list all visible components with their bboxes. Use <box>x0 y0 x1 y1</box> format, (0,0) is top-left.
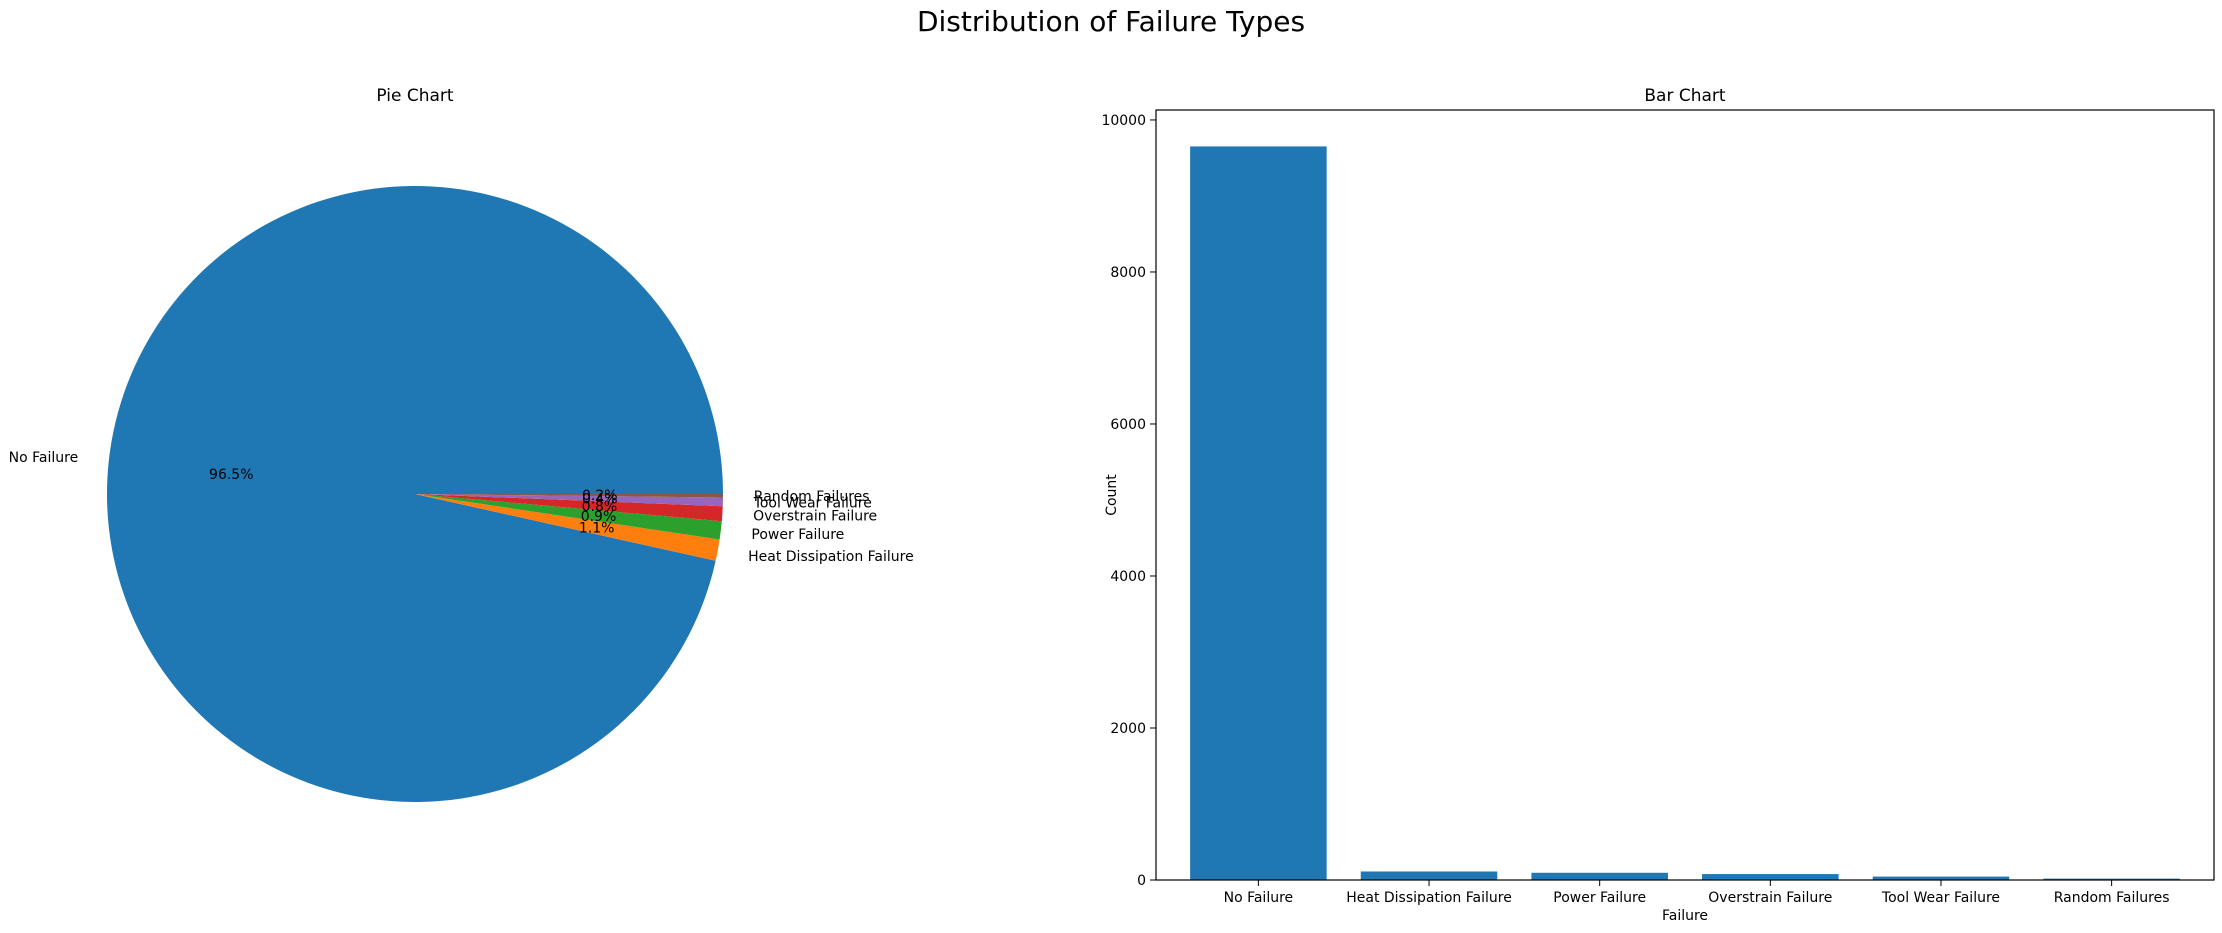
pie-label-heat-dissipation-failure: Heat Dissipation Failure <box>748 549 914 565</box>
x-axis-label: Failure <box>1662 908 1708 924</box>
bar-tool-wear-failure <box>1872 876 2010 880</box>
pie-percent-label: 0.4% <box>582 492 618 508</box>
pie-percent-label: 96.5% <box>209 467 253 483</box>
bar-no-failure <box>1190 146 1327 881</box>
y-axis-label: Count <box>1104 474 1120 516</box>
y-tick-label: 2000 <box>1110 721 1146 737</box>
x-axis: No Failure Heat Dissipation Failure Power … <box>1224 880 2170 906</box>
x-tick-label: Tool Wear Failure <box>1881 890 2000 906</box>
pie-slice-no-failure <box>106 185 724 802</box>
pie-label-random-failures: Random Failures <box>754 489 870 505</box>
pie-slice-random-failures <box>415 494 723 498</box>
pie-label-overstrain-failure: Overstrain Failure <box>753 509 877 525</box>
pie-chart-title: Pie Chart <box>376 86 454 106</box>
y-tick-label: 10000 <box>1101 113 1146 129</box>
bar-random-failures <box>2043 878 2180 880</box>
pie-slices <box>106 185 724 802</box>
bar-bars <box>1190 146 2180 881</box>
pie-slice-overstrain-failure <box>415 494 723 522</box>
y-tick-label: 4000 <box>1110 569 1146 585</box>
pie-percent-label: 0.8% <box>582 499 618 515</box>
pie-label-no-failure: No Failure <box>9 450 79 466</box>
pie-category-labels: No Failure Heat Dissipation Failure Power … <box>9 450 914 565</box>
pie-percent-label: 1.1% <box>579 521 615 537</box>
bar-chart: Bar Chart 0 2000 4000 6000 8000 10000 No Fail… <box>1101 86 2215 924</box>
figure-title: Distribution of Failure Types <box>916 5 1306 38</box>
bar-plot-frame <box>1155 109 2215 881</box>
pie-chart: Pie Chart 96.5% 1.1%0.9%0.8%0.4%0.2% No F… <box>9 86 914 802</box>
bar-heat-dissipation-failure <box>1360 871 1498 880</box>
bar-overstrain-failure <box>1702 874 1839 880</box>
pie-slice-heat-dissipation-failure <box>415 494 720 561</box>
x-tick-label: Power Failure <box>1553 890 1646 906</box>
pie-slice-tool-wear-failure <box>415 494 723 507</box>
x-tick-label: Overstrain Failure <box>1708 890 1832 906</box>
y-tick-label: 6000 <box>1110 417 1146 433</box>
y-tick-label: 0 <box>1137 873 1146 889</box>
pie-percent-label: 0.2% <box>582 488 618 504</box>
x-tick-label: No Failure <box>1224 890 1294 906</box>
x-tick-label: Heat Dissipation Failure <box>1346 890 1512 906</box>
pie-percent-label: 0.9% <box>581 509 617 525</box>
pie-label-tool-wear-failure: Tool Wear Failure <box>753 496 872 512</box>
bar-power-failure <box>1531 872 1668 880</box>
y-axis: 0 2000 4000 6000 8000 10000 <box>1101 113 1156 889</box>
y-tick-label: 8000 <box>1110 265 1146 281</box>
bar-chart-title: Bar Chart <box>1644 86 1726 106</box>
x-tick-label: Random Failures <box>2054 890 2170 906</box>
pie-percent-labels: 96.5% 1.1%0.9%0.8%0.4%0.2% <box>209 467 618 537</box>
pie-label-power-failure: Power Failure <box>751 527 844 543</box>
pie-slice-power-failure <box>415 494 722 540</box>
